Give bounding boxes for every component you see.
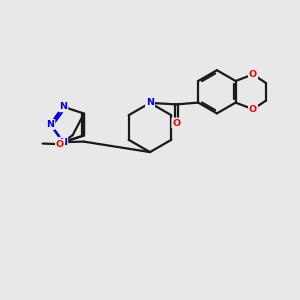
Text: N: N: [46, 120, 54, 129]
Text: O: O: [249, 105, 257, 114]
Text: N: N: [59, 138, 67, 147]
Text: N: N: [59, 102, 67, 111]
Text: O: O: [172, 118, 181, 127]
Text: N: N: [146, 98, 154, 107]
Text: O: O: [249, 70, 257, 79]
Text: O: O: [56, 140, 64, 149]
